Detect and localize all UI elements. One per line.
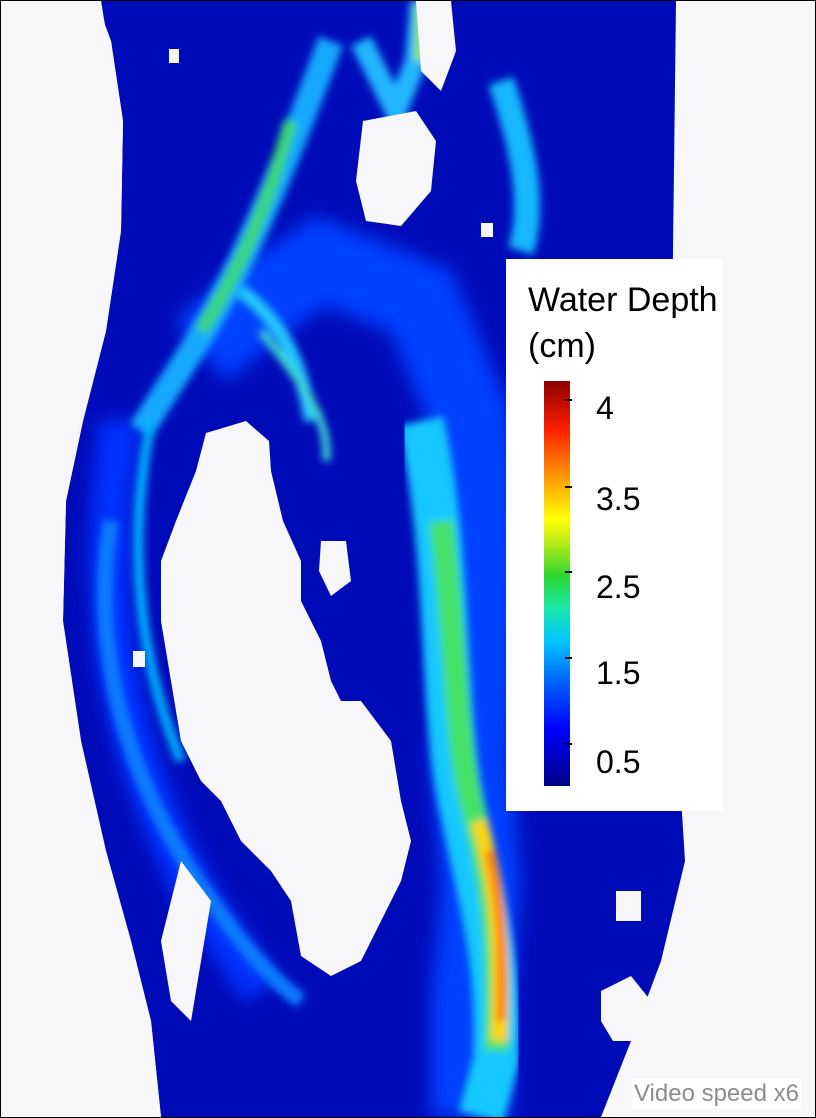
colorbar-tick [565,486,572,488]
dry-islands [61,1,651,1041]
colorbar-tick [565,399,572,401]
colorbar [544,381,570,786]
tick-label-4: 4 [596,390,614,426]
video-speed-label: Video speed x6 [631,1079,801,1109]
legend-title-line2: (cm) [528,327,596,365]
upper-channels [96,1,541,1008]
colorbar-tick [565,657,572,659]
main-channel [398,416,520,1117]
tick-label-3-5: 3.5 [596,481,641,517]
colorbar-tick [565,571,572,573]
legend-title-line1: Water Depth [528,281,718,319]
tick-label-0-5: 0.5 [596,744,641,780]
tick-label-1-5: 1.5 [596,655,641,691]
colorbar-tick [565,743,572,745]
left-bank [1,1,161,1117]
depth-legend: Water Depth (cm) 4 3.5 2.5 1.5 0.5 [506,259,723,811]
tick-label-2-5: 2.5 [596,569,641,605]
legend-title: Water Depth (cm) [528,277,718,369]
